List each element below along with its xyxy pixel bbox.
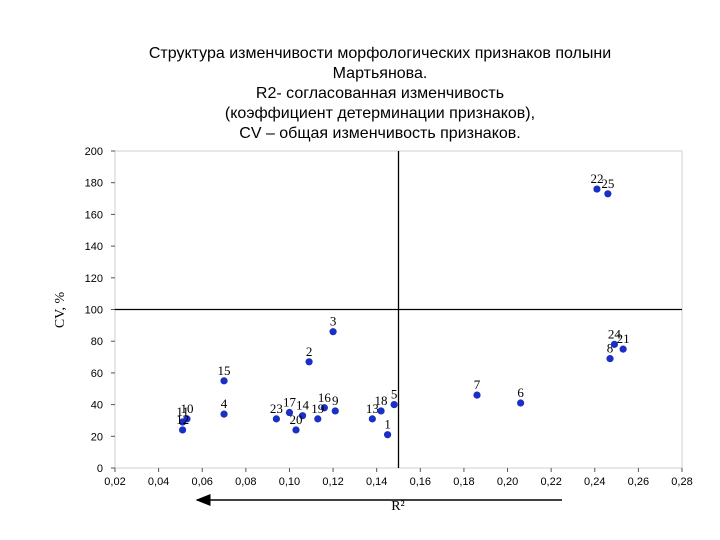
x-tick-label: 0,22 (540, 476, 561, 488)
point-label: 23 (270, 401, 283, 416)
y-tick-label: 180 (85, 178, 103, 190)
point-label: 16 (318, 390, 332, 405)
x-tick-label: 0,24 (584, 476, 605, 488)
data-point (604, 190, 612, 198)
data-point (298, 412, 307, 420)
point-label: 4 (221, 396, 228, 411)
point-label: 8 (607, 341, 614, 356)
point-label: 18 (375, 393, 388, 408)
data-point (272, 415, 280, 423)
point-label: 2 (306, 344, 313, 359)
x-tick-label: 0,02 (104, 476, 125, 488)
data-point (331, 407, 339, 415)
data-point (292, 426, 300, 434)
point-label: 22 (590, 171, 603, 186)
title-line-2: Мартьянова. (332, 65, 428, 82)
x-tick-label: 0,06 (192, 476, 213, 488)
point-label: 9 (332, 393, 339, 408)
point-label: 21 (617, 331, 630, 346)
data-point (285, 408, 294, 417)
data-point (314, 415, 322, 423)
point-label: 5 (391, 387, 398, 402)
point-label: 17 (283, 395, 297, 410)
data-point (377, 407, 385, 415)
y-tick-label: 80 (91, 336, 103, 348)
x-tick-label: 0,20 (497, 476, 518, 488)
point-label: 1 (384, 417, 391, 432)
x-axis-label: R² (391, 499, 405, 514)
data-point (179, 426, 187, 434)
point-label: 25 (601, 176, 614, 191)
point-label: 7 (474, 377, 481, 392)
x-tick-label: 0,10 (279, 476, 300, 488)
data-point (390, 401, 398, 409)
point-label: 15 (218, 363, 231, 378)
y-tick-label: 20 (91, 431, 103, 443)
x-tick-label: 0,08 (235, 476, 256, 488)
data-point (329, 328, 337, 336)
point-label: 13 (366, 401, 379, 416)
title-line-1: Структура изменчивости морфологических п… (148, 45, 612, 62)
y-tick-label: 60 (91, 368, 103, 380)
data-point (305, 358, 313, 366)
data-point (619, 345, 627, 353)
x-tick-label: 0,28 (671, 476, 692, 488)
y-tick-label: 200 (85, 146, 103, 158)
y-tick-label: 100 (85, 305, 103, 317)
data-point (517, 399, 525, 407)
y-axis-label: CV, % (53, 292, 68, 329)
x-tick-label: 0,18 (453, 476, 474, 488)
point-label: 3 (330, 314, 337, 329)
point-label: 6 (517, 385, 524, 400)
title-line-5: CV – общая изменчивость признаков. (239, 125, 521, 142)
point-label: 20 (290, 412, 303, 427)
y-tick-label: 120 (85, 273, 103, 285)
data-point (593, 185, 601, 193)
title-line-4: (коэффициент детерминации признаков), (224, 105, 536, 122)
data-point (320, 404, 328, 412)
title-line-3: R2- согласованная изменчивость (255, 85, 505, 102)
point-label: 24 (608, 326, 622, 341)
point-label: 14 (296, 398, 310, 413)
data-point (368, 415, 376, 423)
x-tick-label: 0,12 (322, 476, 343, 488)
chart-title: Структура изменчивости морфологических п… (40, 44, 720, 144)
x-tick-label: 0,04 (148, 476, 169, 488)
data-point (383, 431, 392, 439)
point-label: 11 (176, 404, 189, 419)
y-tick-label: 160 (85, 209, 103, 221)
data-point (220, 410, 228, 418)
x-tick-label: 0,14 (366, 476, 387, 488)
x-tick-label: 0,16 (410, 476, 431, 488)
y-tick-label: 0 (97, 463, 103, 475)
data-point (606, 355, 614, 363)
y-tick-label: 40 (91, 400, 103, 412)
data-point (473, 391, 481, 399)
x-tick-label: 0,26 (628, 476, 649, 488)
point-label: 12 (176, 412, 189, 427)
y-tick-label: 140 (85, 241, 103, 253)
point-label: 19 (311, 401, 324, 416)
point-label: 10 (180, 401, 193, 416)
data-point (610, 340, 618, 348)
data-point (179, 418, 187, 426)
data-point (220, 377, 228, 385)
